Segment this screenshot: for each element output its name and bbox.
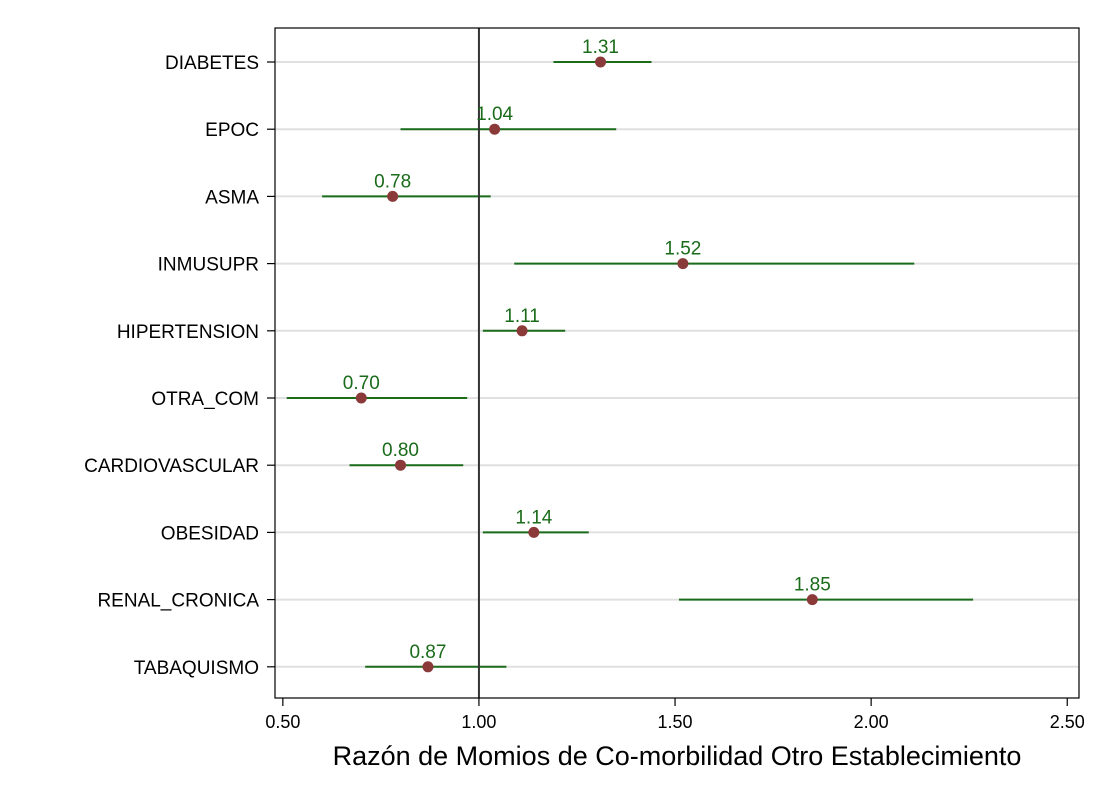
value-label: 1.14: [515, 507, 552, 528]
point-diabetes: [595, 56, 607, 68]
value-label: 1.85: [794, 575, 831, 596]
value-label: 0.87: [409, 642, 446, 663]
x-tick-label: 1.00: [461, 712, 496, 732]
value-label: 1.31: [582, 37, 619, 58]
category-label: HIPERTENSION: [117, 322, 259, 343]
point-tabaquismo: [422, 661, 434, 673]
category-label: DIABETES: [165, 53, 259, 74]
category-label: RENAL_CRONICA: [97, 591, 259, 612]
y-axis: DIABETES EPOC ASMA INMUSUPR HIPERTENSION OTRA…: [84, 53, 275, 679]
value-labels: 1.31 1.04 0.78 1.52 1.11 0.70 0.80 1.14 1.85 0.87: [343, 37, 831, 663]
point-renal-cronica: [806, 594, 818, 606]
x-tick-label: 2.00: [854, 712, 889, 732]
point-obesidad: [528, 526, 540, 538]
category-label: CARDIOVASCULAR: [84, 456, 259, 477]
x-tick-label: 0.50: [265, 712, 300, 732]
plot-frame: [274, 27, 1080, 699]
confidence-intervals: [286, 61, 974, 668]
point-otra-com: [355, 392, 367, 404]
value-label: 0.78: [374, 171, 411, 192]
x-tick-label: 2.50: [1050, 712, 1085, 732]
point-asma: [387, 190, 399, 202]
x-axis-title: Razón de Momios de Co-morbilidad Otro Es…: [333, 741, 1022, 771]
point-hipertension: [516, 325, 528, 337]
category-label: ASMA: [205, 187, 259, 208]
point-inmusupr: [677, 258, 689, 270]
category-label: OBESIDAD: [161, 523, 259, 544]
point-epoc: [489, 123, 501, 135]
grid-lines: [275, 61, 1079, 668]
value-label: 1.04: [476, 104, 513, 125]
point-cardiovascular: [395, 459, 407, 471]
category-label: EPOC: [205, 120, 259, 141]
point-estimates: [355, 56, 818, 673]
x-axis: 0.50 1.00 1.50 2.00 2.50: [265, 698, 1085, 732]
value-label: 0.70: [343, 373, 380, 394]
x-tick-label: 1.50: [658, 712, 693, 732]
value-label: 0.80: [382, 440, 419, 461]
value-label: 1.11: [504, 306, 540, 327]
value-label: 1.52: [664, 239, 701, 260]
category-label: TABAQUISMO: [134, 658, 259, 679]
category-label: OTRA_COM: [151, 389, 259, 410]
category-label: INMUSUPR: [158, 255, 259, 276]
